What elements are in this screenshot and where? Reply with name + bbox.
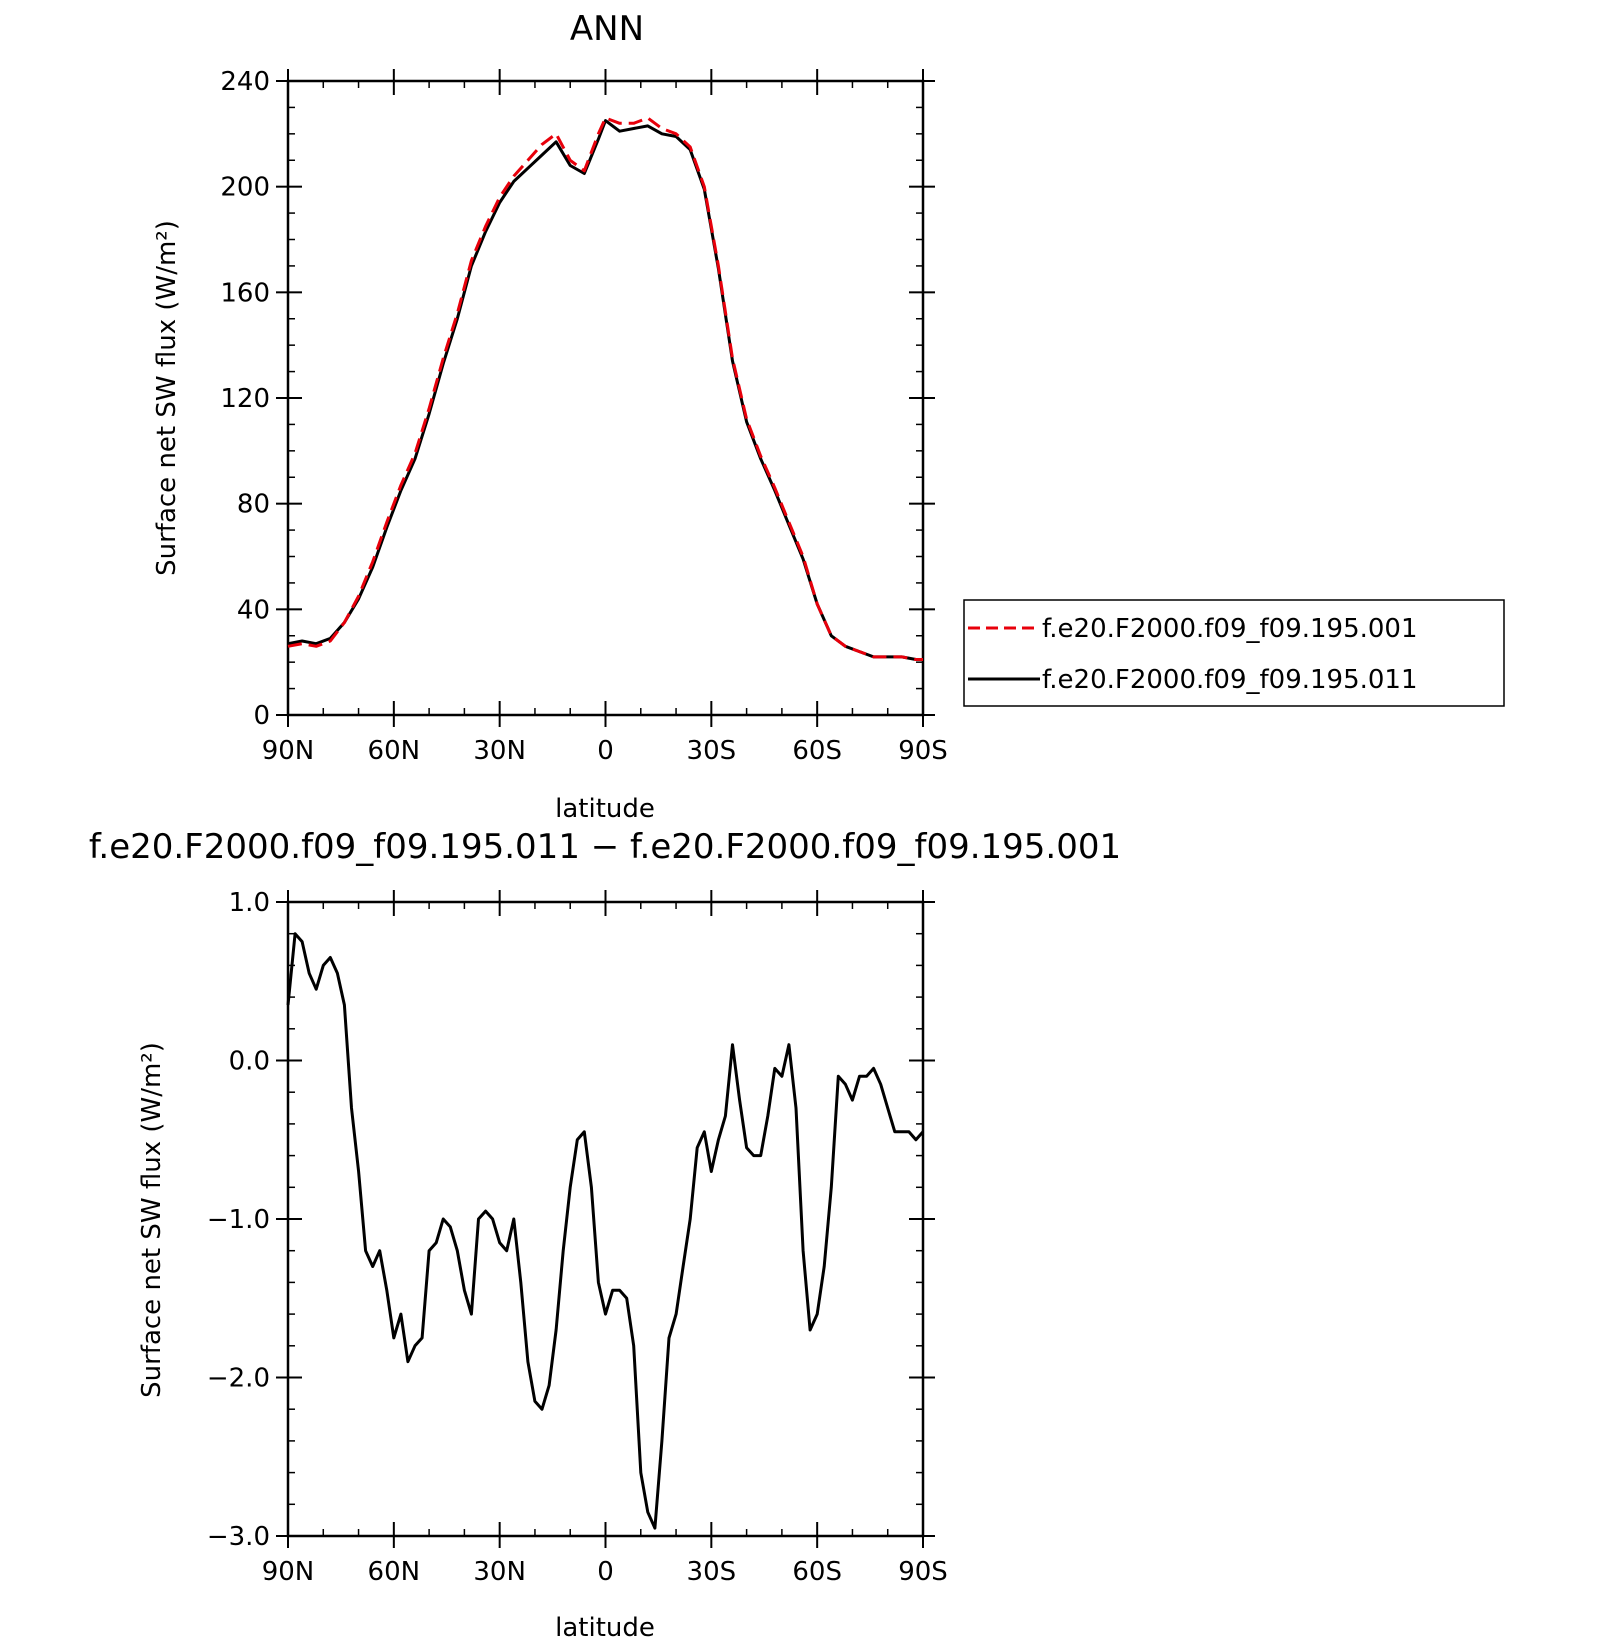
legend-box [963,599,1505,707]
top-xtick-label: 60N [368,736,421,766]
bottom-ticks: 90N 60N 30N 0 30S 60S 90S −3.0 −2.0 −1.0 0.0 1.0 [207,888,948,1587]
top-xtick-label: 30N [473,736,526,766]
top-ytick-label: 160 [220,278,270,308]
bottom-xtick-label: 90N [262,1557,315,1587]
top-series-line-0 [287,116,923,661]
top-ytick-label: 40 [237,595,270,625]
top-xtick-label: 90N [262,736,315,766]
top-ytick-label: 200 [220,173,270,203]
bottom-xtick-label: 90S [898,1557,948,1587]
top-series-lines [287,116,923,661]
bottom-xtick-label: 60S [792,1557,842,1587]
top-xtick-label: 0 [597,736,614,766]
bottom-series-lines [286,932,925,1530]
bottom-xtick-label: 0 [597,1557,614,1587]
bottom-panel: f.e20.F2000.f09_f09.195.011 − f.e20.F200… [89,827,1121,1641]
bottom-series-line-0 [286,932,925,1530]
top-ytick-label: 0 [253,701,270,731]
bottom-ylabel: Surface net SW flux (W/m²) [137,1042,167,1398]
top-ytick-label: 240 [220,67,270,97]
legend: f.e20.F2000.f09_f09.195.001 f.e20.F2000.… [963,599,1505,707]
top-series-line-1 [287,119,923,661]
legend-label-001: f.e20.F2000.f09_f09.195.001 [1042,614,1418,644]
bottom-ytick-label: 1.0 [229,888,270,918]
top-title: ANN [570,9,644,49]
legend-label-011: f.e20.F2000.f09_f09.195.011 [1042,665,1418,695]
top-xtick-label: 30S [687,736,737,766]
bottom-ytick-label: −3.0 [207,1522,270,1552]
bottom-xtick-label: 30N [473,1557,526,1587]
top-ylabel: Surface net SW flux (W/m²) [152,220,182,576]
top-xlabel: latitude [555,794,655,824]
bottom-ytick-label: −2.0 [207,1364,270,1394]
bottom-xtick-label: 30S [687,1557,737,1587]
bottom-ytick-label: 0.0 [229,1047,270,1077]
bottom-xlabel: latitude [555,1613,655,1641]
top-panel: ANN 90N 60N 30N 0 30S 60S 90S 0 40 80 120 160 200 240… [152,9,948,824]
bottom-title: f.e20.F2000.f09_f09.195.011 − f.e20.F200… [89,827,1121,867]
top-ticks: 90N 60N 30N 0 30S 60S 90S 0 40 80 120 160 200 240 [220,67,947,766]
top-ytick-label: 120 [220,384,270,414]
bottom-xtick-label: 60N [368,1557,421,1587]
top-ytick-label: 80 [237,490,270,520]
top-xtick-label: 60S [792,736,842,766]
bottom-ytick-label: −1.0 [207,1205,270,1235]
top-xtick-label: 90S [898,736,948,766]
